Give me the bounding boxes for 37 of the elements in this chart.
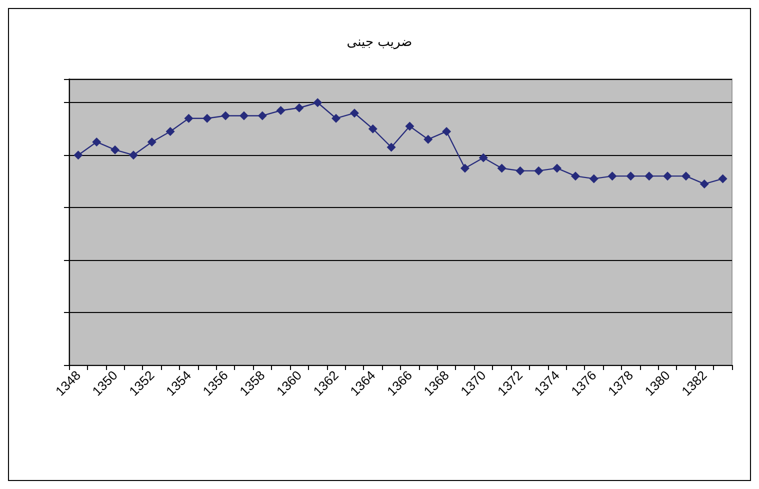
- point: [386, 142, 396, 152]
- point: [166, 126, 175, 136]
- point: [202, 114, 212, 123]
- point: [368, 124, 378, 134]
- point: [147, 137, 156, 146]
- point: [663, 172, 672, 181]
- point: [258, 111, 267, 120]
- point: [110, 145, 120, 154]
- point: [128, 150, 138, 160]
- point: [718, 174, 728, 184]
- point: [534, 166, 544, 176]
- point: [497, 164, 506, 173]
- point: [294, 103, 304, 112]
- point: [460, 164, 470, 173]
- point: [681, 172, 690, 181]
- point: [589, 174, 598, 184]
- point: [478, 153, 488, 162]
- point: [239, 111, 248, 120]
- point: [350, 108, 359, 118]
- point: [442, 126, 452, 136]
- point: [700, 179, 709, 188]
- point: [184, 114, 194, 123]
- point: [552, 164, 562, 173]
- point: [92, 137, 102, 146]
- point: [332, 114, 341, 123]
- point: [608, 172, 617, 181]
- point: [221, 111, 230, 120]
- point: [405, 122, 414, 131]
- point: [626, 172, 636, 181]
- point: [570, 172, 580, 181]
- point: [276, 106, 286, 115]
- chart-title: ضریب جینی: [346, 35, 412, 50]
- point: [644, 172, 654, 181]
- point: [313, 98, 322, 108]
- point: [424, 134, 433, 144]
- point: [516, 166, 525, 176]
- point: [74, 150, 83, 160]
